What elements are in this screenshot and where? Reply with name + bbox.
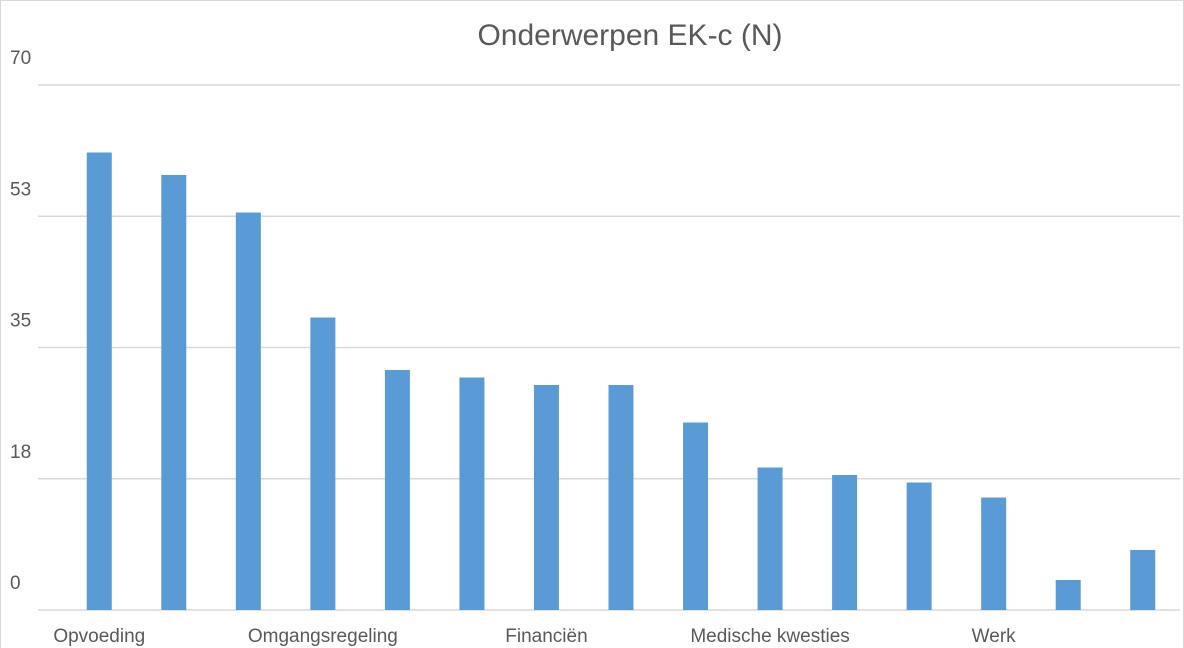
bar	[832, 475, 858, 610]
bar	[683, 422, 709, 610]
bar	[235, 212, 261, 610]
bar	[459, 377, 485, 610]
bar	[1055, 580, 1081, 610]
x-tick-label: Werk	[972, 626, 1016, 647]
y-tick-label: 18	[10, 442, 31, 463]
bar	[310, 317, 336, 610]
bar	[86, 152, 112, 610]
y-tick-label: 70	[10, 48, 31, 69]
x-tick-label: Omgangsregeling	[248, 626, 398, 647]
chart-title: Onderwerpen EK-c (N)	[477, 19, 782, 52]
y-tick-label: 53	[10, 179, 31, 200]
bar	[384, 370, 410, 610]
bar	[608, 385, 634, 610]
x-tick-label: Opvoeding	[53, 626, 145, 647]
bar	[906, 482, 932, 610]
x-tick-label: Medische kwesties	[690, 626, 849, 647]
bar	[757, 467, 783, 610]
x-tick-label: Financiën	[505, 626, 587, 647]
y-tick-label: 0	[10, 573, 21, 594]
bar	[161, 175, 187, 610]
y-tick-label: 35	[10, 311, 31, 332]
bar	[533, 385, 559, 610]
bar	[1130, 550, 1156, 610]
bar	[981, 497, 1007, 610]
